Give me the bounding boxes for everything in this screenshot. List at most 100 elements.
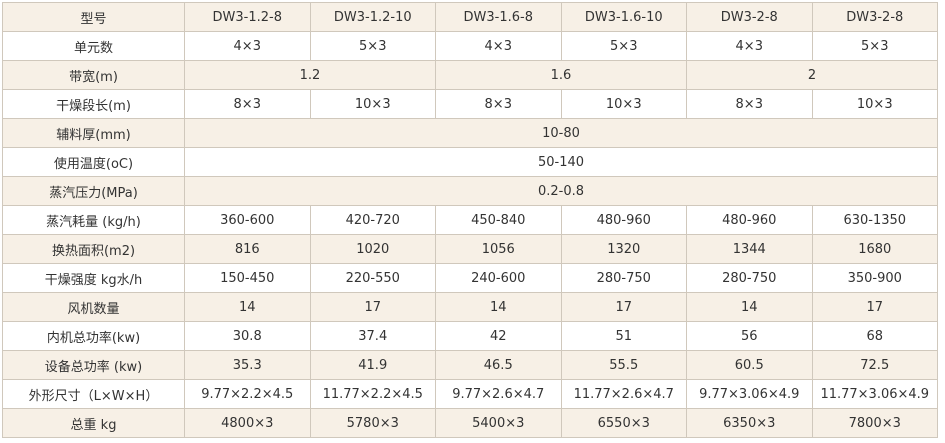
- table-row: 干燥强度 kg水/h 150-450 220-550 240-600 280-750 28…: [2, 263, 938, 293]
- cell: 4×3: [435, 31, 562, 61]
- cell: 240-600: [435, 263, 562, 293]
- table-row: 单元数 4×3 5×3 4×3 5×3 4×3 5×3: [2, 31, 938, 61]
- table-row: 外形尺寸（L×W×H） 9.77×2.2×4.5 11.77×2.2×4.5 9.77…: [2, 379, 938, 409]
- row-label: 外形尺寸（L×W×H）: [2, 379, 185, 409]
- cell: 56: [686, 321, 813, 351]
- cell: 11.77×2.6×4.7: [560, 379, 687, 409]
- row-label: 型号: [2, 2, 185, 32]
- cell: 6550×3: [560, 408, 687, 438]
- cell: 14: [435, 292, 562, 322]
- row-label: 内机总功率(kw): [2, 321, 185, 351]
- cell: 8×3: [184, 89, 311, 119]
- table-row: 蒸汽耗量 (kg/h) 360-600 420-720 450-840 480-960 4…: [2, 205, 938, 235]
- cell: 9.77×2.2×4.5: [184, 379, 311, 409]
- header-row: 型号 DW3-1.2-8 DW3-1.2-10 DW3-1.6-8 DW3-1.6-10…: [2, 2, 938, 32]
- cell: 1344: [686, 234, 813, 264]
- cell: 50-140: [184, 147, 938, 177]
- cell: 10×3: [309, 89, 436, 119]
- table-row: 换热面积(m2) 816 1020 1056 1320 1344 1680: [2, 234, 938, 264]
- cell: 60.5: [686, 350, 813, 380]
- cell: 11.77×3.06×4.9: [811, 379, 938, 409]
- cell: 4×3: [184, 31, 311, 61]
- cell: 1056: [435, 234, 562, 264]
- cell: 7800×3: [811, 408, 938, 438]
- cell: 10×3: [811, 89, 938, 119]
- cell: 1.2: [184, 60, 436, 90]
- cell: 72.5: [811, 350, 938, 380]
- cell: 0.2-0.8: [184, 176, 938, 206]
- cell: 220-550: [309, 263, 436, 293]
- cell: 480-960: [686, 205, 813, 235]
- row-label: 蒸汽压力(MPa): [2, 176, 185, 206]
- row-label: 蒸汽耗量 (kg/h): [2, 205, 185, 235]
- table-row: 带宽(m) 1.2 1.6 2: [2, 60, 938, 90]
- cell: 55.5: [560, 350, 687, 380]
- table-row: 蒸汽压力(MPa) 0.2-0.8: [2, 176, 938, 206]
- cell: 1680: [811, 234, 938, 264]
- table-row: 使用温度(oC) 50-140: [2, 147, 938, 177]
- column-header: DW3-1.6-8: [435, 2, 562, 32]
- column-header: DW3-2-8: [686, 2, 813, 32]
- cell: 8×3: [435, 89, 562, 119]
- cell: 5×3: [309, 31, 436, 61]
- cell: 2: [686, 60, 938, 90]
- cell: 816: [184, 234, 311, 264]
- cell: 35.3: [184, 350, 311, 380]
- table-row: 内机总功率(kw) 30.8 37.4 42 51 56 68: [2, 321, 938, 351]
- row-label: 使用温度(oC): [2, 147, 185, 177]
- cell: 41.9: [309, 350, 436, 380]
- cell: 1320: [560, 234, 687, 264]
- cell: 450-840: [435, 205, 562, 235]
- cell: 6350×3: [686, 408, 813, 438]
- cell: 17: [811, 292, 938, 322]
- cell: 630-1350: [811, 205, 938, 235]
- cell: 1.6: [435, 60, 687, 90]
- row-label: 辅料厚(mm): [2, 118, 185, 148]
- cell: 5×3: [811, 31, 938, 61]
- row-label: 干燥强度 kg水/h: [2, 263, 185, 293]
- cell: 10-80: [184, 118, 938, 148]
- row-label: 总重 kg: [2, 408, 185, 438]
- column-header: DW3-1.2-8: [184, 2, 311, 32]
- column-header: DW3-2-8: [811, 2, 938, 32]
- cell: 17: [560, 292, 687, 322]
- column-header: DW3-1.6-10: [560, 2, 687, 32]
- cell: 9.77×2.6×4.7: [435, 379, 562, 409]
- cell: 10×3: [560, 89, 687, 119]
- cell: 1020: [309, 234, 436, 264]
- cell: 30.8: [184, 321, 311, 351]
- cell: 51: [560, 321, 687, 351]
- table-row: 辅料厚(mm) 10-80: [2, 118, 938, 148]
- cell: 4800×3: [184, 408, 311, 438]
- cell: 37.4: [309, 321, 436, 351]
- cell: 14: [686, 292, 813, 322]
- table-row: 干燥段长(m) 8×3 10×3 8×3 10×3 8×3 10×3: [2, 89, 938, 119]
- cell: 280-750: [686, 263, 813, 293]
- column-header: DW3-1.2-10: [309, 2, 436, 32]
- cell: 46.5: [435, 350, 562, 380]
- cell: 8×3: [686, 89, 813, 119]
- cell: 11.77×2.2×4.5: [309, 379, 436, 409]
- table-row: 总重 kg 4800×3 5780×3 5400×3 6550×3 6350×3 7800×…: [2, 408, 938, 438]
- spec-table: 型号 DW3-1.2-8 DW3-1.2-10 DW3-1.6-8 DW3-1.6-10…: [2, 2, 938, 438]
- cell: 360-600: [184, 205, 311, 235]
- table-row: 风机数量 14 17 14 17 14 17: [2, 292, 938, 322]
- cell: 9.77×3.06×4.9: [686, 379, 813, 409]
- row-label: 设备总功率 (kw): [2, 350, 185, 380]
- cell: 68: [811, 321, 938, 351]
- cell: 17: [309, 292, 436, 322]
- cell: 420-720: [309, 205, 436, 235]
- cell: 4×3: [686, 31, 813, 61]
- cell: 150-450: [184, 263, 311, 293]
- row-label: 干燥段长(m): [2, 89, 185, 119]
- cell: 42: [435, 321, 562, 351]
- table-row: 设备总功率 (kw) 35.3 41.9 46.5 55.5 60.5 72.5: [2, 350, 938, 380]
- row-label: 单元数: [2, 31, 185, 61]
- row-label: 带宽(m): [2, 60, 185, 90]
- cell: 350-900: [811, 263, 938, 293]
- cell: 14: [184, 292, 311, 322]
- row-label: 换热面积(m2): [2, 234, 185, 264]
- cell: 5780×3: [309, 408, 436, 438]
- cell: 280-750: [560, 263, 687, 293]
